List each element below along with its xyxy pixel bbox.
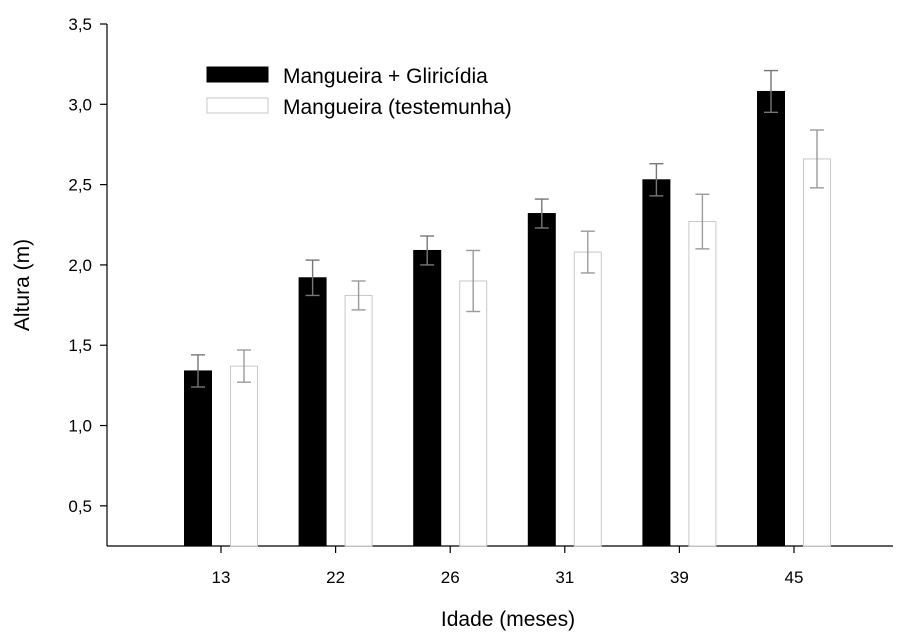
x-tick-label: 39: [670, 568, 689, 587]
x-tick-label: 31: [555, 568, 574, 587]
x-tick-label: 13: [212, 568, 231, 587]
error-bar-series-2: [351, 280, 366, 311]
bar-series-1: [527, 213, 556, 547]
x-axis-title: Idade (meses): [441, 608, 575, 631]
error-bar-series-2: [810, 129, 824, 189]
legend-swatch-series-2: [206, 97, 269, 114]
y-tick-label: 1,5: [68, 336, 92, 355]
error-bar-series-1: [305, 259, 320, 297]
bar-series-1: [298, 277, 327, 547]
error-bar-series-2: [580, 230, 595, 274]
legend-label-series-1: Mangueira + Gliricídia: [283, 65, 488, 88]
error-bar-series-1: [534, 198, 549, 229]
x-tick-label: 45: [785, 568, 804, 587]
x-tick-label: 26: [441, 568, 460, 587]
y-tick-label: 0,5: [68, 497, 92, 516]
y-tick-label: 2,0: [68, 256, 92, 275]
y-axis: 0,5 1,0 1,5 2,0 2,5 3,0 3,5: [68, 15, 108, 546]
error-bar-series-2: [237, 349, 251, 383]
error-bar-series-2: [466, 249, 481, 313]
x-tick-label: 22: [326, 568, 345, 587]
bar-series-1: [642, 179, 671, 547]
error-bar-series-1: [764, 69, 778, 114]
bar-series-2: [230, 365, 258, 547]
legend-label-series-2: Mangueira (testemunha): [283, 96, 512, 119]
bar-series-1: [757, 90, 785, 547]
error-bar-series-1: [191, 354, 205, 388]
bar-series-2: [344, 294, 373, 547]
error-bars: [191, 69, 824, 388]
bars: [184, 90, 831, 547]
y-tick-label: 1,0: [68, 417, 92, 436]
y-tick-label: 3,5: [68, 15, 92, 34]
y-axis-title: Altura (m): [11, 239, 34, 331]
bar-series-2: [803, 158, 831, 547]
bar-series-1: [413, 249, 442, 547]
y-tick-label: 2,5: [68, 176, 92, 195]
error-bar-series-2: [695, 193, 710, 250]
error-bar-series-1: [649, 163, 664, 197]
bar-series-1: [184, 370, 212, 547]
bar-series-2: [459, 280, 488, 547]
x-axis: 13 22 26 31 39 45: [107, 545, 893, 587]
legend-swatch-series-1: [206, 66, 269, 83]
y-tick-label: 3,0: [68, 95, 92, 114]
bar-series-2: [573, 251, 602, 547]
error-bar-series-1: [420, 235, 435, 266]
legend: Mangueira + Gliricídia Mangueira (testem…: [206, 65, 512, 119]
bar-series-2: [688, 221, 717, 547]
